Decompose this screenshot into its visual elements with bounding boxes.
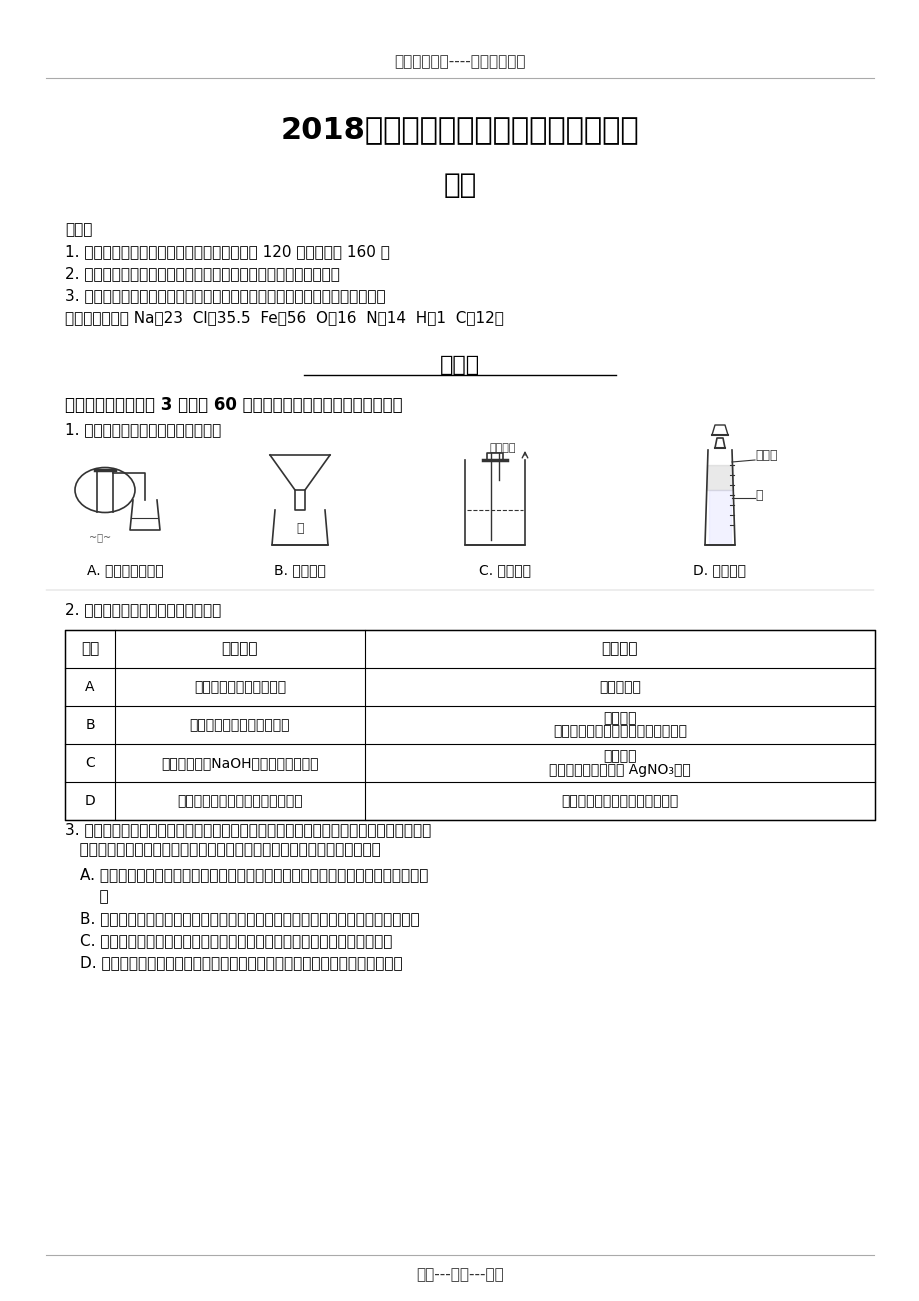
Text: 检验甲烷中是否含有氢元素: 检验甲烷中是否含有氢元素 [189, 718, 289, 732]
Text: 3. 微生物包括细菌、病毒、真菌以及一些小型的原生动物等在内的一大类生物群体。下列: 3. 微生物包括细菌、病毒、真菌以及一些小型的原生动物等在内的一大类生物群体。下… [65, 822, 431, 838]
Text: 水: 水 [296, 522, 303, 535]
Text: 2. 下列实验设计能达到实验目的的是: 2. 下列实验设计能达到实验目的的是 [65, 602, 221, 618]
Text: C. 收集氧气: C. 收集氧气 [479, 563, 530, 578]
Text: D: D [85, 794, 96, 808]
Text: D. 稀释浓硫: D. 稀释浓硫 [693, 563, 745, 578]
Text: （相对原子质量 Na：23  Cl：35.5  Fe：56  O：16  N：14  H：1  C：12）: （相对原子质量 Na：23 Cl：35.5 Fe：56 O：16 N：14 H：… [65, 311, 504, 325]
Text: ~手~: ~手~ [89, 532, 111, 543]
Text: 1. 本试卷分试题卷和答题卷两部分，考试时间 120 分钟，满分 160 分: 1. 本试卷分试题卷和答题卷两部分，考试时间 120 分钟，满分 160 分 [65, 245, 390, 259]
Text: 观察现象: 观察现象 [603, 712, 636, 726]
Text: C: C [85, 756, 95, 770]
Text: 2. 答题前，请在答题卷的密封区内填写学校、学籍号、班级和姓名: 2. 答题前，请在答题卷的密封区内填写学校、学籍号、班级和姓名 [65, 267, 339, 281]
Text: 3. 所有答案都必须做在答题卷规定的位置上，注意试题序号的答题序号相对应: 3. 所有答案都必须做在答题卷规定的位置上，注意试题序号的答题序号相对应 [65, 289, 385, 303]
Text: 1. 下列实验的装置和操作均正确的是: 1. 下列实验的装置和操作均正确的是 [65, 423, 221, 437]
Text: 精选优质文档----倾情为你奉上: 精选优质文档----倾情为你奉上 [394, 55, 525, 69]
Text: 证明一块岩石的主要成分是碳酸盐: 证明一块岩石的主要成分是碳酸盐 [177, 794, 302, 808]
Text: D. 病毒没有细胞结构，细菌没有成形的细胞核，所以它们无法进行遗传和变异: D. 病毒没有细胞结构，细菌没有成形的细胞核，所以它们无法进行遗传和变异 [80, 955, 403, 971]
Text: 一、选择题（每小题 3 分，共 60 分，每小题只有一个选项符合题意）: 一、选择题（每小题 3 分，共 60 分，每小题只有一个选项符合题意） [65, 396, 403, 414]
Text: 科学: 科学 [443, 170, 476, 199]
Text: 浓硫酸: 浓硫酸 [754, 449, 777, 462]
Text: A. 检查装置气密性: A. 检查装置气密性 [86, 563, 164, 578]
Text: 片: 片 [80, 890, 108, 904]
Text: 除去食盐中少量的硫酸钠: 除去食盐中少量的硫酸钠 [194, 680, 286, 693]
Text: B: B [85, 718, 95, 732]
Text: A: A [85, 680, 95, 693]
Text: 选项: 选项 [81, 641, 99, 657]
Text: 观察现象: 观察现象 [603, 749, 636, 764]
Text: 向反应后溶液中加入 AgNO₃溶液: 向反应后溶液中加入 AgNO₃溶液 [549, 762, 690, 777]
Text: 有关微生物的结构、观察方法、繁殖方式及与人类生活关系的说法正确的是: 有关微生物的结构、观察方法、繁殖方式及与人类生活关系的说法正确的是 [65, 843, 380, 857]
Text: 取样，滴加盐酸溶液，观察现象: 取样，滴加盐酸溶液，观察现象 [561, 794, 678, 808]
Text: 探究稀盐酸和NaOH溶液是否完全反应: 探究稀盐酸和NaOH溶液是否完全反应 [161, 756, 318, 770]
Text: 实验目的: 实验目的 [221, 641, 258, 657]
Text: 溶解，过滤: 溶解，过滤 [598, 680, 641, 693]
Text: 水: 水 [754, 488, 762, 501]
Text: C. 真菌的用途广泛，可用于制药、酿酒和制酱，还能参与自然界的物质循环: C. 真菌的用途广泛，可用于制药、酿酒和制酱，还能参与自然界的物质循环 [80, 934, 391, 948]
Bar [65, 630, 874, 820]
Text: 2018年杭州各类高中招生文化模拟考试: 2018年杭州各类高中招生文化模拟考试 [280, 116, 639, 144]
Text: 点燃，在火焰上方罩一干冷的烧杯，: 点燃，在火焰上方罩一干冷的烧杯， [552, 725, 686, 739]
Text: 试题卷: 试题卷 [439, 355, 480, 375]
Text: B. 转移液体: B. 转移液体 [274, 563, 325, 578]
Text: A. 通过显微镜观察草履虫时，发现它不断地往右上方游动，此时应该向左下方移动装: A. 通过显微镜观察草履虫时，发现它不断地往右上方游动，此时应该向左下方移动装 [80, 868, 428, 882]
Text: 实验设计: 实验设计 [601, 641, 638, 657]
Text: 说明：: 说明： [65, 222, 92, 238]
Text: 气流方向: 气流方向 [490, 444, 516, 453]
Text: 专心---专注---专业: 专心---专注---专业 [415, 1267, 504, 1283]
Text: B. 细菌进行分裂繁殖，大多数细菌异养生活；真菌是依靠孢子繁殖，进行自养生活: B. 细菌进行分裂繁殖，大多数细菌异养生活；真菌是依靠孢子繁殖，进行自养生活 [80, 912, 419, 926]
